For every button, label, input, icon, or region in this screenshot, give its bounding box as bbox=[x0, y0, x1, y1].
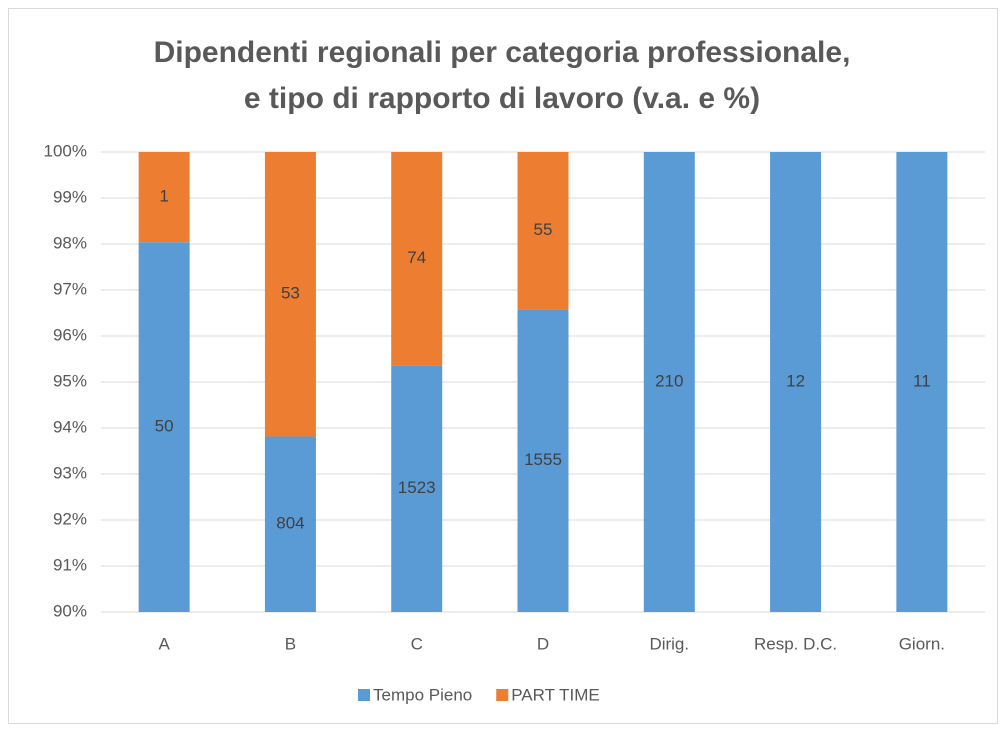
data-label: 1523 bbox=[398, 478, 436, 497]
x-tick-label: B bbox=[285, 634, 296, 653]
x-tick-label: D bbox=[537, 634, 549, 653]
data-label: 210 bbox=[655, 371, 683, 390]
data-label: 12 bbox=[786, 371, 805, 390]
data-label: 53 bbox=[281, 284, 300, 303]
chart-title: Dipendenti regionali per categoria profe… bbox=[153, 36, 851, 115]
bar-segment bbox=[643, 152, 695, 612]
bar-segment bbox=[896, 152, 948, 612]
legend-swatch bbox=[496, 689, 509, 701]
bar-segment bbox=[138, 152, 190, 243]
y-tick-label: 99% bbox=[53, 187, 87, 206]
y-tick-label: 93% bbox=[53, 463, 87, 482]
y-tick-label: 94% bbox=[53, 417, 87, 436]
data-label: 1555 bbox=[524, 450, 562, 469]
data-label: 74 bbox=[407, 248, 426, 267]
bar-segment bbox=[517, 152, 569, 310]
data-label: 55 bbox=[534, 220, 553, 239]
y-tick-label: 100% bbox=[44, 141, 87, 160]
bar-segment bbox=[264, 152, 316, 437]
legend-label: Tempo Pieno bbox=[373, 685, 472, 704]
bar-segment bbox=[517, 309, 569, 612]
y-tick-label: 91% bbox=[53, 555, 87, 574]
y-tick-label: 95% bbox=[53, 371, 87, 390]
chart-border bbox=[8, 8, 998, 724]
x-tick-label: Resp. D.C. bbox=[754, 634, 837, 653]
y-tick-label: 90% bbox=[53, 601, 87, 620]
x-tick-label: Dirig. bbox=[649, 634, 689, 653]
bar-segment bbox=[770, 152, 822, 612]
data-label: 50 bbox=[155, 417, 174, 436]
bar-segment bbox=[138, 242, 190, 612]
data-label: 1 bbox=[159, 187, 168, 206]
data-label: 804 bbox=[276, 514, 304, 533]
x-tick-label: Giorn. bbox=[899, 634, 945, 653]
bar-segment bbox=[391, 365, 443, 612]
y-tick-label: 96% bbox=[53, 325, 87, 344]
x-tick-label: C bbox=[411, 634, 423, 653]
legend-label: PART TIME bbox=[511, 685, 600, 704]
x-tick-label: A bbox=[158, 634, 170, 653]
bar-segment bbox=[391, 152, 443, 366]
y-tick-label: 92% bbox=[53, 509, 87, 528]
legend-swatch bbox=[358, 689, 370, 701]
y-tick-label: 98% bbox=[53, 233, 87, 252]
y-tick-label: 97% bbox=[53, 279, 87, 298]
data-label: 11 bbox=[913, 371, 931, 390]
bar-segment bbox=[264, 436, 316, 612]
